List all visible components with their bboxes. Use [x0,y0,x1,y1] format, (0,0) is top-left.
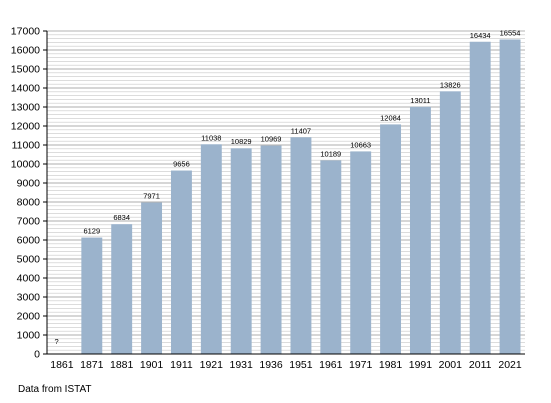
x-tick-label: 1871 [80,359,104,371]
bar-1931 [230,148,252,354]
data-label-1861: ? [54,337,58,346]
x-tick-label: 1911 [170,359,193,371]
bar-2011 [469,41,491,355]
data-label-1991: 13011 [410,96,430,105]
x-tick-label: 1991 [409,359,433,371]
data-label-1911: 9656 [173,160,190,169]
data-label-1871: 6129 [83,227,100,236]
bar-2001 [439,91,461,354]
data-labels: ? 6129 6834 7971 9656 11038 10829 10969 11407 101… [54,28,520,346]
y-tick-label: 13000 [11,102,40,114]
data-label-2021: 16554 [500,28,521,37]
bar-1871 [81,237,103,354]
data-label-1951: 11407 [291,126,311,135]
x-tick-label: 1951 [289,359,313,371]
x-tick-label: 1881 [110,359,134,371]
y-tick-label: 1000 [17,330,41,342]
bar-2021 [499,39,521,354]
bar-1921 [200,144,222,354]
y-tick-label: 10000 [11,159,40,171]
y-tick-label: 11000 [12,140,41,152]
y-tick-label: 4000 [17,273,41,285]
bar-1911 [170,170,192,354]
x-tick-label: 2011 [469,359,492,371]
bar-1961 [320,160,342,354]
data-label-1931: 10829 [231,137,252,146]
data-label-1971: 10663 [350,140,371,149]
y-tick-label: 9000 [17,178,41,190]
x-tick-label: 1971 [349,359,373,371]
x-tick-label: 1981 [379,359,403,371]
bar-1971 [350,151,372,354]
x-tick-label: 1936 [259,359,283,371]
data-label-1901: 7971 [143,192,160,201]
data-label-1881: 6834 [113,213,130,222]
bar-1991 [409,106,431,354]
bar-1881 [111,224,133,354]
y-tick-label: 16000 [11,45,40,57]
data-label-2001: 13826 [440,80,461,89]
bar-1951 [290,137,312,354]
y-tick-label: 15000 [11,64,40,76]
data-label-1961: 10189 [320,149,341,158]
bar-1936 [260,145,282,354]
x-tick-label: 1901 [140,359,164,371]
x-tick-label: 2021 [498,359,522,371]
x-tick-label: 1861 [50,359,74,371]
x-tick-label: 1931 [230,359,254,371]
y-tick-label: 3000 [17,292,41,304]
y-tick-label: 7000 [17,216,41,228]
y-tick-label: 0 [34,349,40,361]
data-label-2011: 16434 [470,31,491,40]
bars [81,39,521,355]
y-tick-label: 2000 [17,311,41,323]
y-tick-label: 14000 [11,83,40,95]
x-axis: 1861 1871 1881 1901 1911 1921 1931 1936 1951 1961… [47,353,525,371]
bar-1901 [141,202,163,354]
y-tick-label: 8000 [17,197,41,209]
data-label-1981: 12084 [380,113,401,122]
x-tick-label: 2001 [439,359,463,371]
y-tick-label: 12000 [11,121,40,133]
x-tick-label: 1921 [200,359,224,371]
y-axis: 0 1000 2000 3000 4000 5000 6000 7000 8000 9000 100… [11,26,48,361]
y-tick-label: 5000 [17,254,41,266]
data-label-1921: 11038 [201,133,221,142]
y-tick-label: 17000 [11,26,40,38]
data-label-1936: 10969 [261,135,282,144]
y-tick-label: 6000 [17,235,41,247]
x-tick-label: 1961 [319,359,343,371]
source-note: Data from ISTAT [18,384,92,395]
bar-1981 [380,124,402,355]
